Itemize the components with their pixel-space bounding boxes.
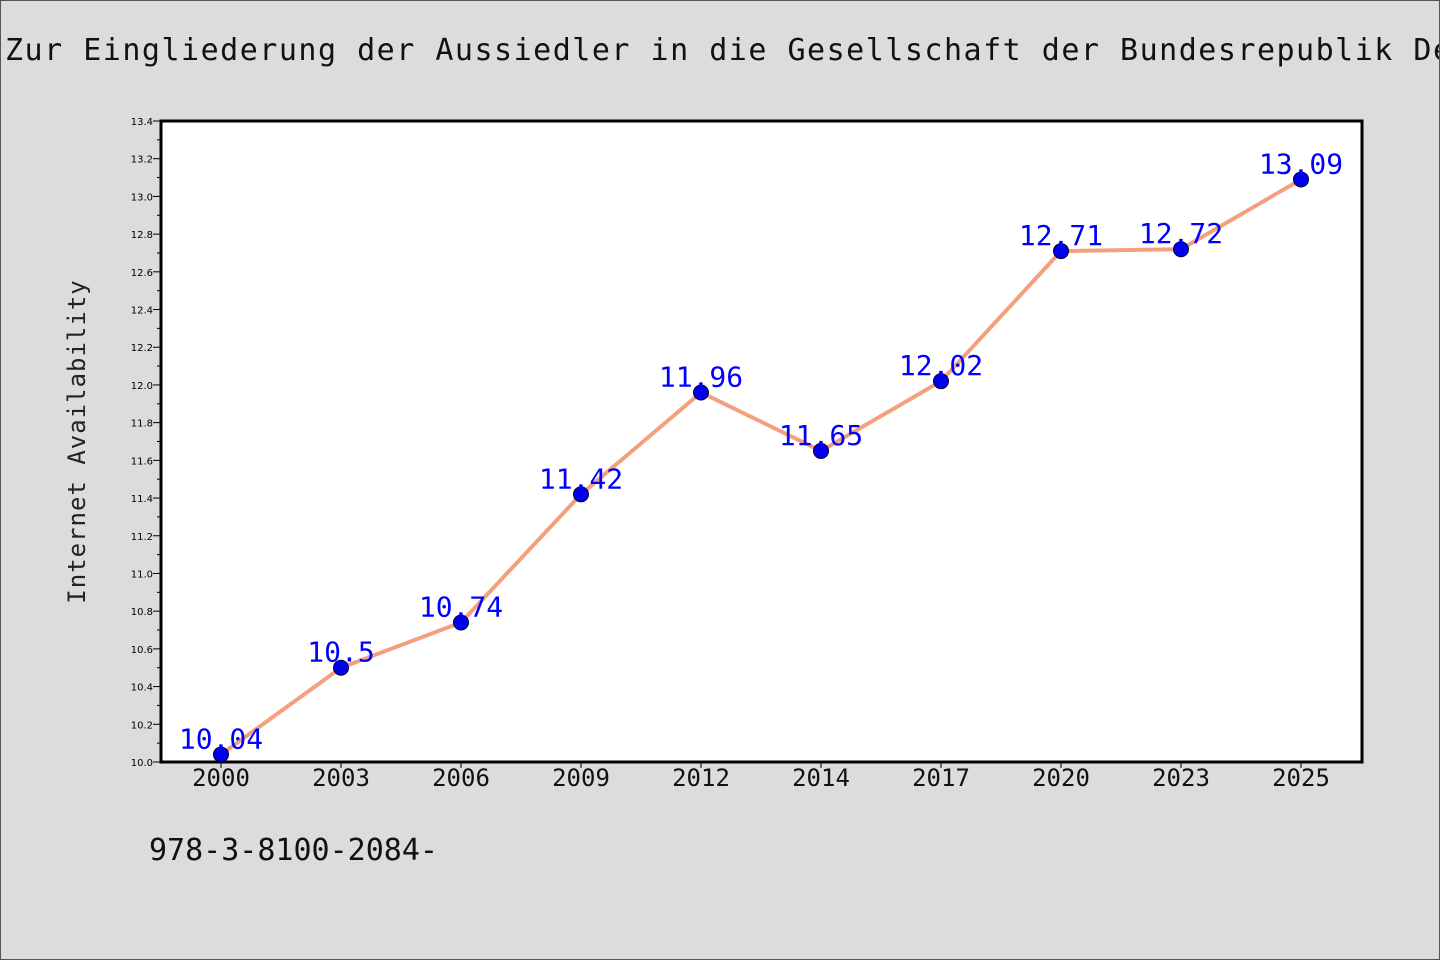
y-tick-label: 12.8 — [131, 230, 153, 241]
data-point — [1173, 241, 1189, 258]
y-axis-label: Internet Availability — [63, 279, 91, 603]
plot-area — [159, 119, 1364, 764]
data-label: 11.42 — [539, 462, 623, 495]
y-tick-label: 13.2 — [131, 155, 153, 166]
y-tick-label: 10.8 — [131, 607, 153, 618]
y-tick-label: 12.6 — [131, 268, 153, 279]
x-tick-label: 2017 — [912, 764, 970, 792]
y-tick-label: 10.4 — [131, 683, 153, 694]
data-point — [573, 486, 589, 503]
data-point — [333, 659, 349, 676]
x-tick-label: 2000 — [192, 764, 250, 792]
x-tick-label: 2014 — [792, 764, 850, 792]
data-label: 11.65 — [779, 419, 863, 452]
x-tick-label: 2012 — [672, 764, 730, 792]
y-tick-label: 11.6 — [131, 456, 153, 467]
x-tick-label: 2023 — [1152, 764, 1210, 792]
y-tick-label: 10.6 — [131, 645, 153, 656]
y-tick-label: 11.8 — [131, 419, 153, 430]
data-label: 10.04 — [179, 722, 263, 755]
y-tick-label: 10.2 — [131, 720, 153, 731]
x-tick-label: 2006 — [432, 764, 490, 792]
data-point — [933, 373, 949, 390]
data-point — [813, 442, 829, 459]
x-tick-label: 2025 — [1272, 764, 1330, 792]
data-label: 13.09 — [1259, 147, 1343, 180]
y-tick-label: 10.0 — [131, 758, 153, 769]
y-tick-label: 12.0 — [131, 381, 153, 392]
data-label: 12.72 — [1139, 217, 1223, 250]
y-tick-label: 13.4 — [131, 117, 153, 128]
y-tick-label: 12.4 — [131, 306, 153, 317]
series-line — [219, 177, 1303, 757]
data-point — [453, 614, 469, 631]
data-label: 11.96 — [659, 360, 743, 393]
data-point — [693, 384, 709, 401]
isbn-footer: 978-3-8100-2084- — [149, 833, 438, 868]
x-tick-label: 2003 — [312, 764, 370, 792]
chart-title: Zur Eingliederung der Aussiedler in die … — [5, 33, 1439, 68]
y-tick-label: 11.2 — [131, 532, 153, 543]
data-label: 10.74 — [419, 590, 503, 623]
x-tick-label: 2020 — [1032, 764, 1090, 792]
y-tick-label: 11.4 — [131, 494, 153, 505]
y-tick-label: 12.2 — [131, 343, 153, 354]
data-label: 12.71 — [1019, 219, 1103, 252]
data-point — [213, 746, 229, 763]
data-point — [1053, 243, 1069, 260]
y-tick-label: 13.0 — [131, 192, 153, 203]
x-tick-label: 2009 — [552, 764, 610, 792]
data-label: 12.02 — [899, 349, 983, 382]
data-label: 10.5 — [307, 636, 374, 669]
y-tick-label: 11.0 — [131, 569, 153, 580]
data-point — [1293, 171, 1309, 188]
